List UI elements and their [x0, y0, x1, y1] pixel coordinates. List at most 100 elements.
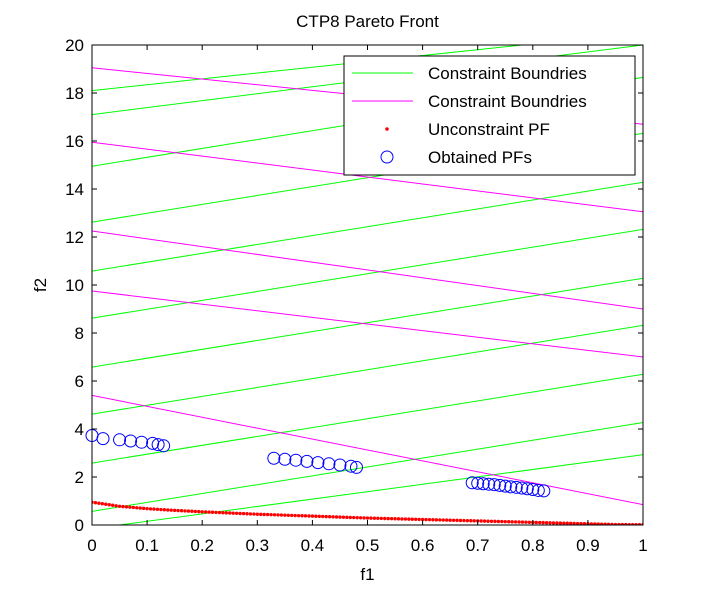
unconstraint-pf-point: [599, 522, 604, 525]
unconstraint-pf-point: [620, 522, 625, 525]
unconstraint-pf-point: [534, 520, 538, 525]
magenta-constraint-line: [92, 290, 643, 358]
unconstraint-pf-point: [624, 522, 628, 525]
obtained-pf-point: [537, 484, 551, 498]
unconstraint-pf-point: [630, 522, 635, 525]
magenta-constraint-line: [92, 394, 643, 506]
chart-title: CTP8 Pareto Front: [296, 12, 439, 31]
unconstraint-pf-point: [331, 515, 335, 519]
obtained-pf-point: [487, 478, 501, 492]
unconstraint-pf-point: [396, 517, 401, 521]
unconstraint-pf-point: [424, 517, 428, 522]
obtained-pf-point: [531, 483, 545, 497]
obtained-pf-point: [515, 481, 529, 495]
green-constraint-line: [92, 373, 643, 464]
obtained-pf-point: [96, 432, 110, 446]
y-tick-label: 6: [75, 372, 84, 391]
unconstraint-pf-point: [104, 502, 108, 506]
unconstraint-pf-point: [110, 503, 115, 507]
unconstraint-pf-point: [207, 510, 211, 514]
x-tick-label: 0.3: [245, 536, 269, 555]
unconstraint-pf-point: [252, 512, 256, 516]
unconstraint-pf-point: [465, 518, 470, 523]
unconstraint-pf-point: [593, 522, 597, 525]
unconstraint-pf-point: [369, 516, 373, 520]
unconstraint-pf-point: [506, 520, 511, 524]
unconstraint-pf-point: [575, 521, 580, 525]
unconstraint-pf-point: [203, 510, 208, 514]
obtained-pf-point: [289, 453, 303, 467]
unconstraint-pf-point: [334, 515, 339, 519]
unconstraint-pf-point: [352, 515, 356, 520]
unconstraint-pf-point: [627, 522, 631, 525]
y-tick-label: 10: [65, 276, 84, 295]
unconstraint-pf-point: [148, 507, 153, 511]
magenta-constraint-line: [92, 141, 643, 213]
unconstraint-pf-point: [414, 517, 418, 521]
unconstraint-pf-point: [317, 514, 321, 519]
unconstraint-pf-point: [217, 510, 222, 515]
unconstraint-pf-point: [555, 521, 559, 525]
obtained-pf-point: [493, 478, 507, 492]
obtained-pf-point: [344, 459, 358, 473]
unconstraint-pf-point: [362, 516, 366, 520]
unconstraint-pf-point: [131, 505, 136, 510]
unconstraint-pf-point: [145, 506, 149, 511]
unconstraint-pf-point: [214, 510, 218, 515]
unconstraint-pf-point: [493, 519, 497, 524]
obtained-pf-point: [471, 476, 485, 490]
unconstraint-pf-point: [517, 520, 521, 524]
green-constraint-line: [92, 324, 643, 415]
obtained-pf-point: [267, 451, 281, 465]
unconstraint-pf-point: [489, 519, 494, 523]
unconstraint-pf-point: [117, 504, 122, 508]
legend-swatch-blue-circle: [380, 150, 394, 164]
unconstraint-pf-point: [321, 514, 325, 519]
x-tick-label: 0.9: [576, 536, 600, 555]
unconstraint-pf-point: [293, 513, 297, 518]
x-tick-label: 0.2: [190, 536, 214, 555]
unconstraint-pf-point: [527, 520, 532, 524]
unconstraint-pf-point: [210, 510, 215, 514]
obtained-pf-point: [520, 482, 534, 496]
unconstraint-pf-point: [159, 507, 163, 512]
unconstraint-pf-point: [265, 512, 270, 517]
unconstraint-pf-point: [427, 517, 432, 522]
legend-label-obtained-pfs: Obtained PFs: [428, 148, 532, 167]
obtained-pf-point: [498, 479, 512, 493]
obtained-pf-point: [333, 458, 347, 472]
unconstraint-pf-point: [166, 508, 170, 512]
x-tick-label: 0.1: [135, 536, 159, 555]
unconstraint-pf-point: [469, 519, 473, 523]
unconstraint-pf-point: [603, 522, 607, 525]
unconstraint-pf-point: [197, 509, 201, 514]
unconstraint-pf-point: [269, 512, 273, 517]
unconstraint-pf-point: [121, 504, 125, 509]
unconstraint-pf-point: [565, 521, 569, 525]
obtained-pf-point: [124, 434, 138, 448]
unconstraint-pf-point: [383, 516, 387, 521]
unconstraint-pf-point: [324, 514, 328, 519]
unconstraint-pf-point: [389, 516, 394, 521]
unconstraint-pf-point: [558, 521, 563, 525]
unconstraint-pf-layer: [92, 500, 643, 525]
unconstraint-pf-point: [503, 519, 507, 524]
unconstraint-pf-point: [255, 512, 259, 516]
obtained-pf-point: [278, 452, 292, 466]
unconstraint-pf-point: [379, 516, 383, 521]
x-tick-label: 0.5: [356, 536, 380, 555]
unconstraint-pf-point: [341, 515, 346, 519]
unconstraint-pf-point: [606, 522, 611, 525]
unconstraint-pf-point: [513, 520, 518, 524]
obtained-pf-point: [349, 460, 363, 474]
unconstraint-pf-point: [365, 516, 370, 520]
unconstraint-pf-point: [190, 509, 194, 513]
unconstraint-pf-point: [193, 509, 198, 514]
unconstraint-pf-point: [172, 508, 177, 513]
obtained-pf-point: [476, 477, 490, 491]
unconstraint-pf-point: [472, 519, 476, 523]
y-tick-label: 2: [75, 468, 84, 487]
unconstraint-pf-point: [613, 522, 618, 525]
x-tick-label: 0.7: [466, 536, 490, 555]
